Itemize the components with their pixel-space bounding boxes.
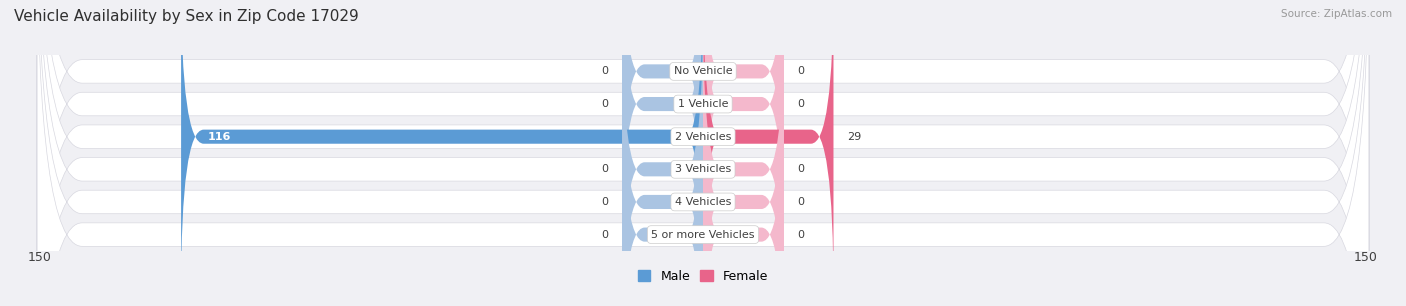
Text: 0: 0: [797, 164, 804, 174]
FancyBboxPatch shape: [621, 46, 703, 306]
Text: 0: 0: [602, 99, 609, 109]
FancyBboxPatch shape: [703, 0, 785, 260]
FancyBboxPatch shape: [37, 0, 1369, 306]
Text: 150: 150: [28, 251, 52, 264]
Text: 0: 0: [797, 197, 804, 207]
Text: 5 or more Vehicles: 5 or more Vehicles: [651, 230, 755, 240]
Text: 0: 0: [602, 66, 609, 76]
FancyBboxPatch shape: [703, 78, 785, 306]
FancyBboxPatch shape: [621, 13, 703, 306]
Text: 0: 0: [797, 99, 804, 109]
Text: Source: ZipAtlas.com: Source: ZipAtlas.com: [1281, 9, 1392, 19]
Text: Vehicle Availability by Sex in Zip Code 17029: Vehicle Availability by Sex in Zip Code …: [14, 9, 359, 24]
FancyBboxPatch shape: [37, 0, 1369, 306]
Text: 4 Vehicles: 4 Vehicles: [675, 197, 731, 207]
Text: 0: 0: [602, 197, 609, 207]
FancyBboxPatch shape: [621, 78, 703, 306]
Text: 116: 116: [208, 132, 232, 142]
FancyBboxPatch shape: [181, 0, 703, 293]
Text: 0: 0: [602, 164, 609, 174]
Text: 2 Vehicles: 2 Vehicles: [675, 132, 731, 142]
Text: 1 Vehicle: 1 Vehicle: [678, 99, 728, 109]
Text: 3 Vehicles: 3 Vehicles: [675, 164, 731, 174]
Text: 0: 0: [797, 230, 804, 240]
FancyBboxPatch shape: [703, 46, 785, 306]
FancyBboxPatch shape: [703, 13, 785, 306]
FancyBboxPatch shape: [703, 0, 834, 293]
FancyBboxPatch shape: [621, 0, 703, 260]
Text: 150: 150: [1354, 251, 1378, 264]
Text: 29: 29: [846, 132, 862, 142]
FancyBboxPatch shape: [37, 0, 1369, 306]
Text: 0: 0: [797, 66, 804, 76]
FancyBboxPatch shape: [621, 0, 703, 228]
Text: 0: 0: [602, 230, 609, 240]
FancyBboxPatch shape: [37, 0, 1369, 306]
FancyBboxPatch shape: [37, 0, 1369, 306]
FancyBboxPatch shape: [703, 0, 785, 228]
Legend: Male, Female: Male, Female: [633, 265, 773, 288]
FancyBboxPatch shape: [37, 0, 1369, 306]
Text: No Vehicle: No Vehicle: [673, 66, 733, 76]
